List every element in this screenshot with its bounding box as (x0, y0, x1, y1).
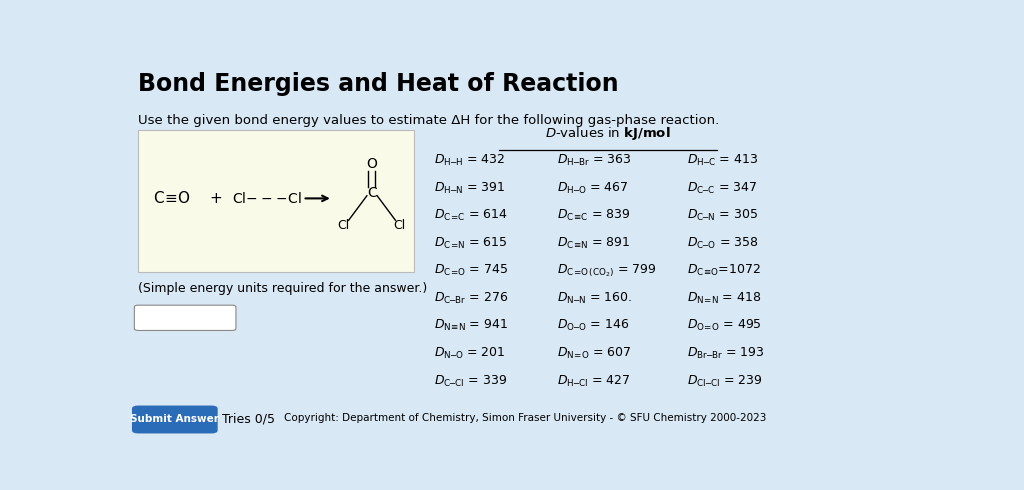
Text: $D_\mathsf{C\!\!-\!\!Br}$ = 276: $D_\mathsf{C\!\!-\!\!Br}$ = 276 (433, 291, 508, 306)
Text: $D_\mathsf{N\!=\!N}$ = 418: $D_\mathsf{N\!=\!N}$ = 418 (687, 291, 762, 306)
Text: $D_\mathsf{C\!=\!N}$ = 615: $D_\mathsf{C\!=\!N}$ = 615 (433, 236, 507, 251)
Text: Cl: Cl (393, 219, 406, 232)
Text: $D_\mathsf{C\!\!-\!\!Cl}$ = 339: $D_\mathsf{C\!\!-\!\!Cl}$ = 339 (433, 373, 507, 389)
FancyBboxPatch shape (132, 406, 218, 434)
Text: $\mathit{D}$-values in $\mathbf{kJ/mol}$: $\mathit{D}$-values in $\mathbf{kJ/mol}$ (546, 125, 671, 142)
Text: $D_\mathsf{N\!\!-\!\!N}$ = 160.: $D_\mathsf{N\!\!-\!\!N}$ = 160. (557, 291, 632, 306)
Text: Bond Energies and Heat of Reaction: Bond Energies and Heat of Reaction (138, 72, 618, 96)
Text: $D_\mathsf{O\!=\!O}$ = 495: $D_\mathsf{O\!=\!O}$ = 495 (687, 318, 762, 334)
Text: Tries 0/5: Tries 0/5 (221, 413, 274, 426)
Text: (Simple energy units required for the answer.): (Simple energy units required for the an… (138, 282, 428, 295)
Text: $D_\mathsf{O\!\!-\!\!O}$ = 146: $D_\mathsf{O\!\!-\!\!O}$ = 146 (557, 318, 629, 334)
Text: Cl: Cl (338, 219, 350, 232)
Text: C: C (367, 186, 377, 200)
Text: $D_\mathsf{N\!\!-\!\!O}$ = 201: $D_\mathsf{N\!\!-\!\!O}$ = 201 (433, 346, 505, 361)
Text: $D_\mathsf{C\!=\!O\,(CO_2)}$ = 799: $D_\mathsf{C\!=\!O\,(CO_2)}$ = 799 (557, 263, 656, 279)
Text: $D_\mathsf{H\!\!-\!\!H}$ = 432: $D_\mathsf{H\!\!-\!\!H}$ = 432 (433, 153, 505, 168)
Text: $D_\mathsf{N\!\equiv\!N}$ = 941: $D_\mathsf{N\!\equiv\!N}$ = 941 (433, 318, 508, 334)
FancyBboxPatch shape (138, 130, 415, 272)
Text: $D_\mathsf{H\!\!-\!\!Br}$ = 363: $D_\mathsf{H\!\!-\!\!Br}$ = 363 (557, 153, 631, 168)
Text: $D_\mathsf{Br\!\!-\!\!Br}$ = 193: $D_\mathsf{Br\!\!-\!\!Br}$ = 193 (687, 346, 765, 361)
Text: $D_\mathsf{H\!\!-\!\!O}$ = 467: $D_\mathsf{H\!\!-\!\!O}$ = 467 (557, 181, 629, 196)
Text: $D_\mathsf{C\!\!-\!\!N}$ = 305: $D_\mathsf{C\!\!-\!\!N}$ = 305 (687, 208, 759, 223)
Text: $D_\mathsf{H\!\!-\!\!Cl}$ = 427: $D_\mathsf{H\!\!-\!\!Cl}$ = 427 (557, 373, 630, 389)
Text: $D_\mathsf{C\!\equiv\!O}$=1072: $D_\mathsf{C\!\equiv\!O}$=1072 (687, 263, 761, 278)
FancyBboxPatch shape (134, 305, 236, 330)
Text: $D_\mathsf{C\!=\!C}$ = 614: $D_\mathsf{C\!=\!C}$ = 614 (433, 208, 507, 223)
Text: +: + (209, 191, 221, 206)
Text: O: O (367, 157, 377, 171)
Text: Submit Answer: Submit Answer (130, 415, 219, 424)
Text: $D_\mathsf{N\!=\!O}$ = 607: $D_\mathsf{N\!=\!O}$ = 607 (557, 346, 631, 361)
Text: $D_\mathsf{C\!\equiv\!N}$ = 891: $D_\mathsf{C\!\equiv\!N}$ = 891 (557, 236, 630, 251)
Text: $D_\mathsf{C\!=\!O}$ = 745: $D_\mathsf{C\!=\!O}$ = 745 (433, 263, 508, 278)
Text: $D_\mathsf{C\!\equiv\!C}$ = 839: $D_\mathsf{C\!\equiv\!C}$ = 839 (557, 208, 630, 223)
Text: $\mathsf{Cl\!-\!-\!-\!Cl}$: $\mathsf{Cl\!-\!-\!-\!Cl}$ (232, 191, 302, 206)
Text: $D_\mathsf{C\!\!-\!\!C}$ = 347: $D_\mathsf{C\!\!-\!\!C}$ = 347 (687, 181, 758, 196)
Text: Use the given bond energy values to estimate ΔH for the following gas-phase reac: Use the given bond energy values to esti… (138, 114, 720, 126)
Text: $D_\mathsf{H\!\!-\!\!N}$ = 391: $D_\mathsf{H\!\!-\!\!N}$ = 391 (433, 181, 505, 196)
Text: $\mathsf{C{\!\equiv\!}O}$: $\mathsf{C{\!\equiv\!}O}$ (153, 191, 190, 206)
Text: $D_\mathsf{C\!\!-\!\!O}$ = 358: $D_\mathsf{C\!\!-\!\!O}$ = 358 (687, 236, 759, 251)
Text: Copyright: Department of Chemistry, Simon Fraser University - © SFU Chemistry 20: Copyright: Department of Chemistry, Simo… (284, 413, 766, 423)
Text: $D_\mathsf{Cl\!\!-\!\!Cl}$ = 239: $D_\mathsf{Cl\!\!-\!\!Cl}$ = 239 (687, 373, 763, 389)
Text: $D_\mathsf{H\!\!-\!\!C}$ = 413: $D_\mathsf{H\!\!-\!\!C}$ = 413 (687, 153, 759, 168)
